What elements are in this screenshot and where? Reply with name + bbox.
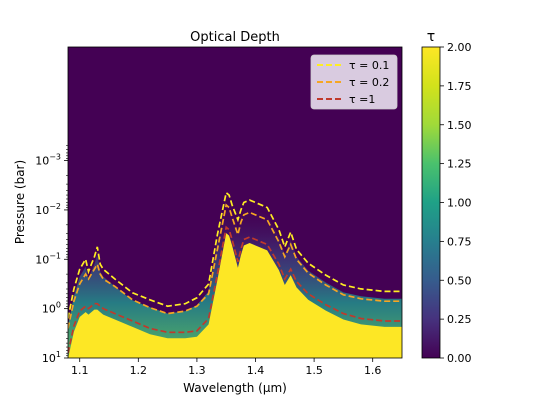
colorbar-tick-label: 0.25 [447,313,472,326]
heatmap-saturated-region [68,233,402,358]
colorbar-tick-label: 2.00 [447,41,472,54]
y-tick-base: 10 [42,303,56,316]
colorbar-tick-label: 1.50 [447,119,472,132]
contour-lines [68,191,402,354]
colorbar-gradient [421,46,441,359]
colorbar: τ 0.00 0.25 0.50 0.75 1.00 1.25 1.50 1.75 2.00 [421,29,472,365]
y-axis-label: Pressure (bar) [13,160,27,244]
legend-entry-label: τ = 0.2 [349,76,389,89]
x-tick-label: 1.1 [71,364,89,377]
y-tick-exponent: −1 [49,251,61,260]
y-tick-exponent: −2 [49,202,61,211]
colorbar-ticks: 0.00 0.25 0.50 0.75 1.00 1.25 1.50 1.75 2.00 [440,41,472,365]
y-tick-base: 10 [35,155,49,168]
x-tick-label: 1.6 [364,364,382,377]
contour-line-3 [68,225,402,354]
x-axis-label: Wavelength (μm) [183,381,287,395]
x-tick-label: 1.2 [130,364,148,377]
colorbar-label: τ [427,29,435,45]
colorbar-tick-label: 1.00 [447,197,472,210]
x-tick-label: 1.3 [188,364,206,377]
y-tick-base: 10 [35,204,49,217]
legend-entry-label: τ =1 [349,93,375,106]
y-tick-label: 10−3 [35,153,61,168]
legend: τ = 0.1 τ = 0.2 τ =1 [310,54,398,110]
y-tick-label: 101 [42,350,61,365]
x-tick-label: 1.4 [247,364,265,377]
y-tick-base: 10 [42,352,56,365]
y-tick-base: 10 [35,253,49,266]
y-tick-exponent: 1 [56,350,61,359]
y-tick-label: 10−1 [35,251,61,266]
colorbar-tick-label: 0.00 [447,352,472,365]
contour-line-1 [68,191,402,319]
colorbar-tick-label: 1.25 [447,158,472,171]
y-tick-label: 100 [42,301,61,316]
colorbar-tick-label: 1.75 [447,80,472,93]
contour-line-2 [68,203,402,329]
y-tick-exponent: −3 [49,153,61,162]
heatmap-layer [68,191,402,358]
y-tick-label: 10−2 [35,202,61,217]
legend-entry-label: τ = 0.1 [349,59,389,72]
legend-box [310,54,398,110]
colorbar-tick-label: 0.50 [447,274,472,287]
colorbar-tick-label: 0.75 [447,235,472,248]
chart-title: Optical Depth [190,30,280,45]
x-axis-ticks: 1.1 1.2 1.3 1.4 1.5 1.6 [71,358,381,377]
y-tick-exponent: 0 [56,301,61,310]
x-tick-label: 1.5 [305,364,323,377]
